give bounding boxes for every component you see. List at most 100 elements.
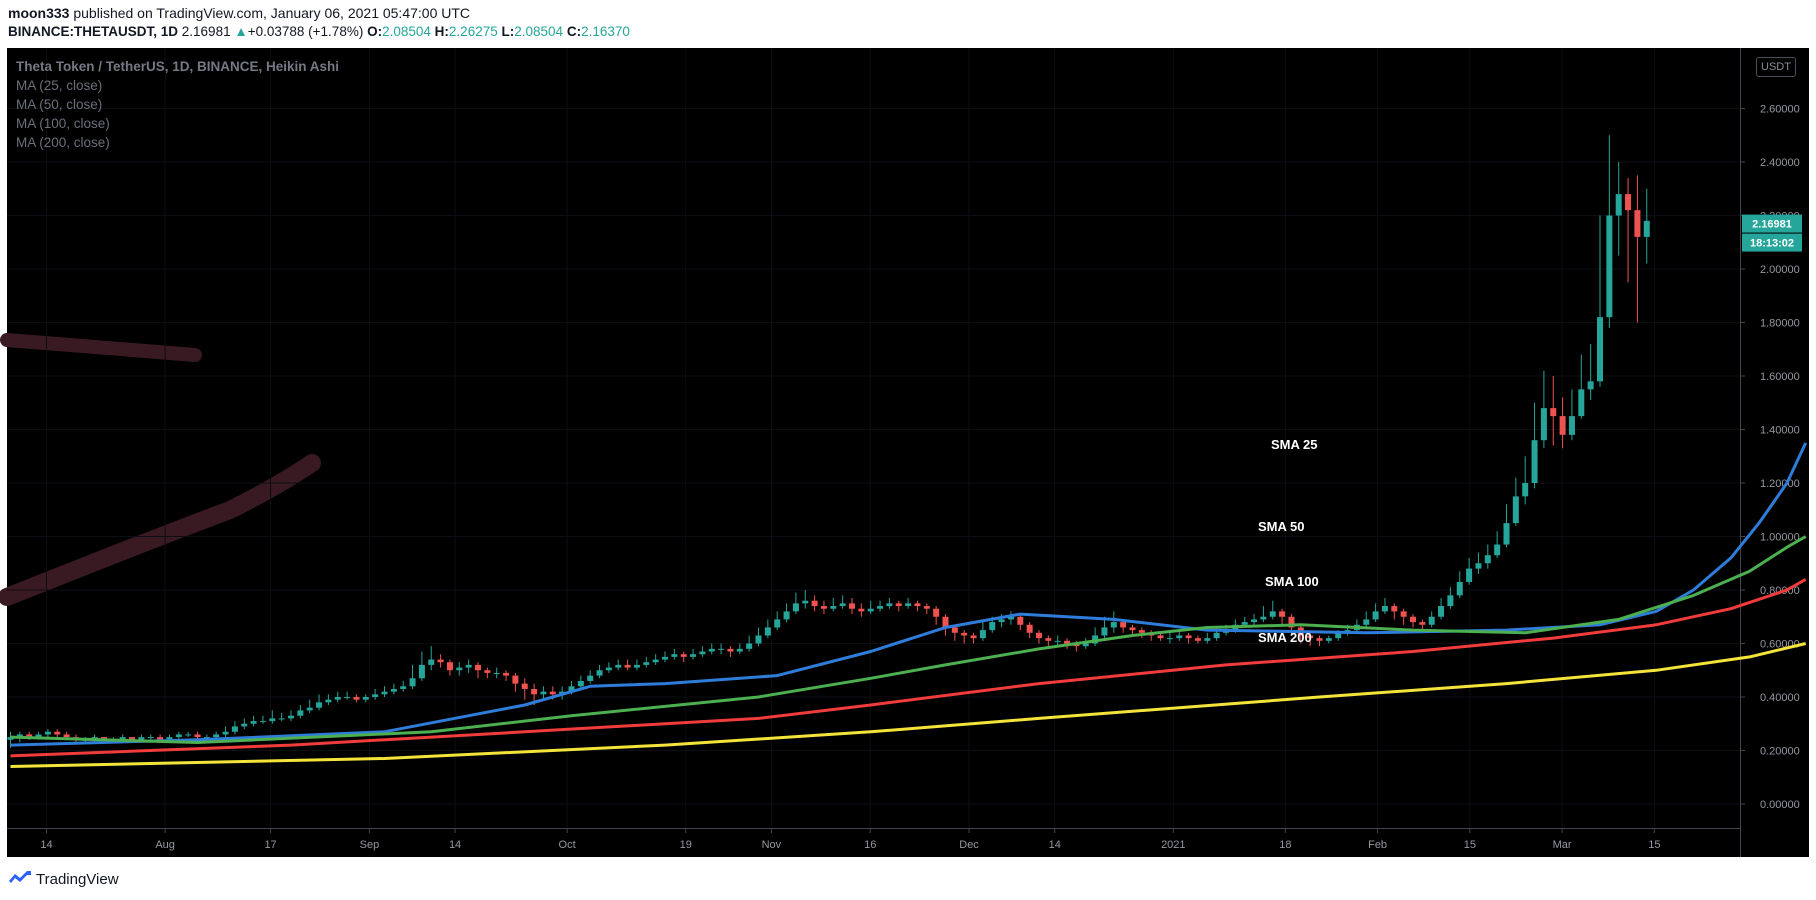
candle-body bbox=[446, 662, 453, 671]
candle-body bbox=[1251, 619, 1258, 623]
candle-body bbox=[26, 734, 33, 738]
candle-body bbox=[970, 635, 977, 639]
candle-body bbox=[989, 622, 996, 631]
candle-body bbox=[334, 697, 341, 700]
candle-body bbox=[185, 734, 192, 736]
candle-body bbox=[166, 737, 173, 740]
x-tick-label: 14 bbox=[449, 839, 461, 851]
drawing-line-lower[interactable] bbox=[0, 454, 321, 606]
last-price: 2.16981 bbox=[181, 24, 231, 39]
tradingview-logo-icon[interactable] bbox=[8, 869, 32, 890]
x-tick-label: Feb bbox=[1368, 839, 1387, 851]
candle-body bbox=[979, 630, 986, 639]
candle-body bbox=[428, 659, 435, 665]
candle-body bbox=[1634, 210, 1641, 237]
candle-body bbox=[886, 603, 893, 607]
x-tick-label: 17 bbox=[264, 839, 276, 851]
high-value: 2.26275 bbox=[448, 24, 498, 39]
candle-body bbox=[325, 699, 332, 703]
chart-background bbox=[7, 48, 1740, 857]
candle-body bbox=[1466, 568, 1473, 582]
candle-body bbox=[35, 734, 42, 738]
y-tick-label: 1.20000 bbox=[1760, 478, 1800, 490]
candle-body bbox=[1045, 638, 1052, 641]
candle-body bbox=[1475, 563, 1482, 569]
candle-body bbox=[596, 670, 603, 676]
candle-body bbox=[1587, 381, 1594, 390]
candle-body bbox=[802, 600, 809, 604]
candle-body bbox=[577, 680, 584, 687]
candle-body bbox=[652, 659, 659, 663]
x-tick-label: 14 bbox=[1049, 839, 1061, 851]
candle-body bbox=[783, 611, 790, 620]
legend-ma-50[interactable]: MA (50, close) bbox=[16, 97, 103, 112]
candle-body bbox=[587, 675, 594, 681]
low-label: L: bbox=[501, 24, 515, 39]
sma-label-sma100: SMA 100 bbox=[1265, 574, 1319, 589]
candle-body bbox=[1036, 632, 1042, 639]
publish-info: published on TradingView.com, January 06… bbox=[73, 5, 471, 21]
candle-body bbox=[1540, 408, 1547, 441]
candle-body bbox=[63, 734, 70, 738]
candle-body bbox=[437, 659, 444, 663]
candle-body bbox=[372, 694, 379, 697]
x-tick-label: 14 bbox=[40, 839, 52, 851]
candle-body bbox=[1176, 635, 1183, 639]
sma-line-sma100 bbox=[10, 577, 1807, 758]
candle-body bbox=[297, 710, 304, 716]
legend-ma-100[interactable]: MA (100, close) bbox=[16, 116, 110, 131]
candle-body bbox=[138, 737, 145, 740]
user-drawings[interactable] bbox=[0, 333, 321, 606]
candle-body bbox=[1419, 622, 1426, 625]
price-tag-group: 2.16981 18:13:02 bbox=[1742, 214, 1802, 252]
last-price-tag-label: 2.16981 bbox=[1752, 219, 1792, 231]
candle-body bbox=[1447, 595, 1454, 607]
candle-body bbox=[418, 664, 425, 679]
sma-label-sma50: SMA 50 bbox=[1258, 519, 1304, 534]
candle-body bbox=[1643, 220, 1650, 237]
candle-body bbox=[400, 686, 407, 689]
x-tick-label: 2021 bbox=[1161, 839, 1185, 851]
symbol-label: BINANCE:THETAUSDT, 1D bbox=[8, 24, 179, 39]
candle-series bbox=[7, 135, 1650, 748]
sma-lines bbox=[10, 442, 1808, 768]
candle-body bbox=[381, 691, 388, 695]
candle-body bbox=[1204, 638, 1211, 641]
time-axis-ticks: 14 Aug 17 Sep 14 Oct 19 Nov 16 Dec 14 2021 18 Feb 15 Ma… bbox=[40, 829, 1660, 851]
sma-line-sma200 bbox=[10, 642, 1807, 768]
candle-body bbox=[1026, 624, 1033, 633]
candle-body bbox=[699, 651, 706, 655]
price-axis-background[interactable] bbox=[1741, 48, 1809, 857]
x-tick-label: Sep bbox=[360, 839, 380, 851]
candle-body bbox=[1007, 616, 1014, 620]
author-name[interactable]: moon333 bbox=[8, 5, 70, 21]
legend-ma-25[interactable]: MA (25, close) bbox=[16, 78, 103, 93]
drawing-line-upper[interactable] bbox=[0, 333, 202, 362]
candle-body bbox=[1438, 606, 1445, 617]
candle-body bbox=[306, 707, 313, 711]
candle-body bbox=[1522, 483, 1529, 497]
sma-label-group: SMA 25 SMA 50 SMA 100 SMA 200 bbox=[1258, 437, 1319, 645]
candle-body bbox=[259, 721, 266, 723]
candle-body bbox=[1625, 194, 1632, 211]
candle-body bbox=[736, 648, 743, 652]
x-tick-label: Oct bbox=[559, 839, 576, 851]
candle-body bbox=[241, 723, 248, 727]
candle-body bbox=[203, 737, 210, 739]
candle-body bbox=[1391, 606, 1398, 612]
tradingview-brand[interactable]: TradingView bbox=[36, 871, 119, 888]
candle-body bbox=[222, 731, 229, 735]
currency-badge[interactable]: USDT bbox=[1756, 57, 1796, 77]
candle-body bbox=[1597, 317, 1603, 382]
sma-line-sma25 bbox=[10, 442, 1808, 747]
candle-body bbox=[475, 664, 481, 671]
candle-body bbox=[680, 654, 687, 657]
close-value: 2.16370 bbox=[581, 24, 630, 39]
candle-body bbox=[1082, 643, 1089, 647]
candle-body bbox=[1428, 616, 1435, 625]
candle-body bbox=[1269, 611, 1276, 617]
candle-body bbox=[1400, 611, 1407, 617]
candle-body bbox=[1484, 555, 1491, 564]
legend-ma-200[interactable]: MA (200, close) bbox=[16, 135, 110, 150]
